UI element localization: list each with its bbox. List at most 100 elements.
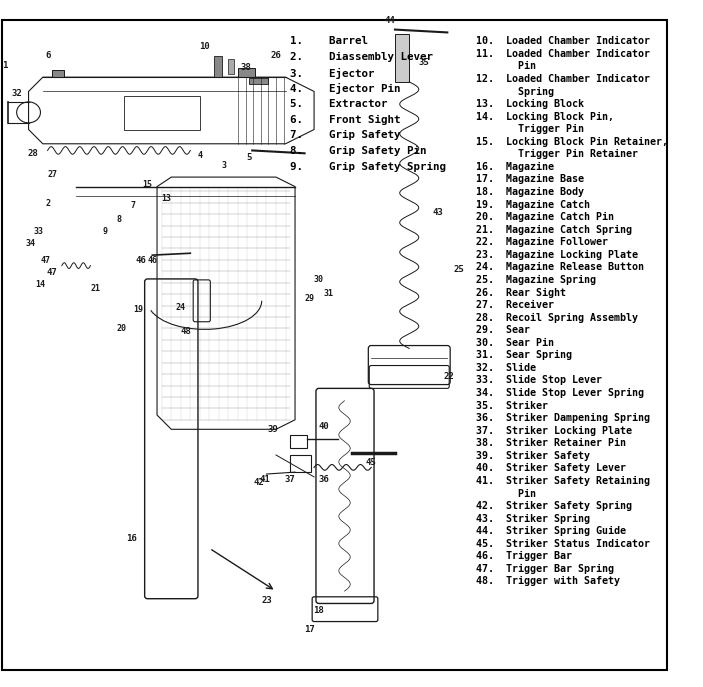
Text: 14.  Locking Block Pin,: 14. Locking Block Pin, xyxy=(476,111,614,122)
Text: 9.    Grip Safety Spring: 9. Grip Safety Spring xyxy=(290,162,446,172)
Text: 23: 23 xyxy=(261,596,272,605)
Text: 22.  Magazine Follower: 22. Magazine Follower xyxy=(476,237,608,247)
Text: 32: 32 xyxy=(12,89,22,98)
Text: 43.  Striker Spring: 43. Striker Spring xyxy=(476,514,590,523)
Bar xyxy=(290,435,307,449)
Text: 4: 4 xyxy=(198,151,202,160)
Text: 17: 17 xyxy=(304,625,315,634)
Text: 37: 37 xyxy=(285,475,296,484)
Text: 39: 39 xyxy=(268,425,278,434)
Text: 46: 46 xyxy=(147,256,157,264)
Text: 34: 34 xyxy=(25,238,35,247)
Text: 13.  Locking Block: 13. Locking Block xyxy=(476,99,584,109)
Text: 38.  Striker Retainer Pin: 38. Striker Retainer Pin xyxy=(476,438,626,448)
Text: 44: 44 xyxy=(385,16,396,25)
Text: 17.  Magazine Base: 17. Magazine Base xyxy=(476,174,584,185)
Text: 16.  Magazine: 16. Magazine xyxy=(476,162,554,172)
Text: 3.    Ejector: 3. Ejector xyxy=(290,67,375,79)
Text: 42: 42 xyxy=(254,477,264,486)
Bar xyxy=(395,34,409,82)
Text: 1: 1 xyxy=(2,60,8,69)
Text: 45: 45 xyxy=(366,458,377,466)
Text: 32.  Slide: 32. Slide xyxy=(476,363,536,373)
Text: 1.    Barrel: 1. Barrel xyxy=(290,36,368,46)
Bar xyxy=(290,455,311,472)
Text: 11.  Loaded Chamber Indicator: 11. Loaded Chamber Indicator xyxy=(476,49,650,59)
Text: 22: 22 xyxy=(444,372,455,381)
Text: 27.  Receiver: 27. Receiver xyxy=(476,300,554,310)
Text: 9: 9 xyxy=(102,227,107,236)
Text: 30: 30 xyxy=(314,275,324,284)
Text: 43: 43 xyxy=(432,208,443,217)
Text: 36.  Striker Dampening Spring: 36. Striker Dampening Spring xyxy=(476,413,650,423)
Text: 19: 19 xyxy=(133,305,143,314)
Text: 21: 21 xyxy=(90,284,100,293)
Text: 25: 25 xyxy=(453,265,464,274)
Text: 28.  Recoil Spring Assembly: 28. Recoil Spring Assembly xyxy=(476,313,638,323)
Bar xyxy=(228,59,234,74)
Text: 35.  Striker: 35. Striker xyxy=(476,401,548,411)
Text: 27: 27 xyxy=(47,170,58,179)
Text: 8: 8 xyxy=(117,215,122,224)
Text: 41: 41 xyxy=(259,475,270,484)
Text: 47: 47 xyxy=(41,256,51,264)
Text: 48.  Trigger with Safety: 48. Trigger with Safety xyxy=(476,576,620,587)
Text: 34.  Slide Stop Lever Spring: 34. Slide Stop Lever Spring xyxy=(476,388,644,398)
Bar xyxy=(124,96,200,130)
Text: 26.  Rear Sight: 26. Rear Sight xyxy=(476,287,566,297)
Text: 28: 28 xyxy=(28,149,39,158)
Text: 29: 29 xyxy=(304,294,314,303)
Bar xyxy=(52,69,64,77)
Text: 31.  Sear Spring: 31. Sear Spring xyxy=(476,350,572,361)
Text: Trigger Pin Retainer: Trigger Pin Retainer xyxy=(476,149,638,159)
Text: Trigger Pin: Trigger Pin xyxy=(476,124,584,134)
Text: 5.    Extractor: 5. Extractor xyxy=(290,99,388,109)
Text: 10.  Loaded Chamber Indicator: 10. Loaded Chamber Indicator xyxy=(476,36,650,46)
Bar xyxy=(238,67,255,77)
Text: Pin: Pin xyxy=(476,61,536,71)
Text: 31: 31 xyxy=(323,289,333,298)
Text: 44.  Striker Spring Guide: 44. Striker Spring Guide xyxy=(476,526,626,537)
Text: 40: 40 xyxy=(318,423,329,431)
Text: 12.  Loaded Chamber Indicator: 12. Loaded Chamber Indicator xyxy=(476,74,650,84)
Text: 13: 13 xyxy=(162,194,172,203)
Text: 10: 10 xyxy=(199,42,210,51)
Text: 23.  Magazine Locking Plate: 23. Magazine Locking Plate xyxy=(476,250,638,260)
Text: 45.  Striker Status Indicator: 45. Striker Status Indicator xyxy=(476,539,650,549)
Text: 2: 2 xyxy=(45,199,50,207)
Text: Pin: Pin xyxy=(476,488,536,499)
Text: 2.    Diassembly Lever: 2. Diassembly Lever xyxy=(290,52,433,62)
Text: 37.  Striker Locking Plate: 37. Striker Locking Plate xyxy=(476,426,632,436)
Text: 21.  Magazine Catch Spring: 21. Magazine Catch Spring xyxy=(476,225,632,235)
Bar xyxy=(250,78,269,84)
Text: 6.    Front Sight: 6. Front Sight xyxy=(290,115,401,125)
Text: 24: 24 xyxy=(176,304,186,313)
Text: 30.  Sear Pin: 30. Sear Pin xyxy=(476,338,554,348)
Text: 24.  Magazine Release Button: 24. Magazine Release Button xyxy=(476,262,644,273)
Text: 47: 47 xyxy=(47,268,58,277)
Text: 46.  Trigger Bar: 46. Trigger Bar xyxy=(476,551,572,561)
Text: 29.  Sear: 29. Sear xyxy=(476,325,530,335)
Text: 41.  Striker Safety Retaining: 41. Striker Safety Retaining xyxy=(476,476,650,486)
Text: 33: 33 xyxy=(33,227,43,236)
Text: 25.  Magazine Spring: 25. Magazine Spring xyxy=(476,275,596,285)
Text: 6: 6 xyxy=(45,51,51,60)
Text: 47.  Trigger Bar Spring: 47. Trigger Bar Spring xyxy=(476,564,614,574)
Text: 20: 20 xyxy=(117,324,127,333)
Text: 4.    Ejector Pin: 4. Ejector Pin xyxy=(290,83,401,94)
Text: 19.  Magazine Catch: 19. Magazine Catch xyxy=(476,199,590,210)
Text: 33.  Slide Stop Lever: 33. Slide Stop Lever xyxy=(476,375,602,385)
Text: 15.  Locking Block Pin Retainer,: 15. Locking Block Pin Retainer, xyxy=(476,137,668,147)
Text: 8.    Grip Safety Pin: 8. Grip Safety Pin xyxy=(290,146,427,156)
Text: 18.  Magazine Body: 18. Magazine Body xyxy=(476,187,584,197)
Text: Spring: Spring xyxy=(476,87,554,96)
Text: 7: 7 xyxy=(131,201,136,210)
Text: 15: 15 xyxy=(143,179,153,189)
Text: 39.  Striker Safety: 39. Striker Safety xyxy=(476,451,590,461)
Text: 20.  Magazine Catch Pin: 20. Magazine Catch Pin xyxy=(476,212,614,222)
Text: 14: 14 xyxy=(35,280,45,289)
Text: 40.  Striker Safety Lever: 40. Striker Safety Lever xyxy=(476,463,626,473)
Text: 16: 16 xyxy=(126,534,136,543)
Bar xyxy=(214,56,221,77)
Text: 38: 38 xyxy=(240,63,251,71)
